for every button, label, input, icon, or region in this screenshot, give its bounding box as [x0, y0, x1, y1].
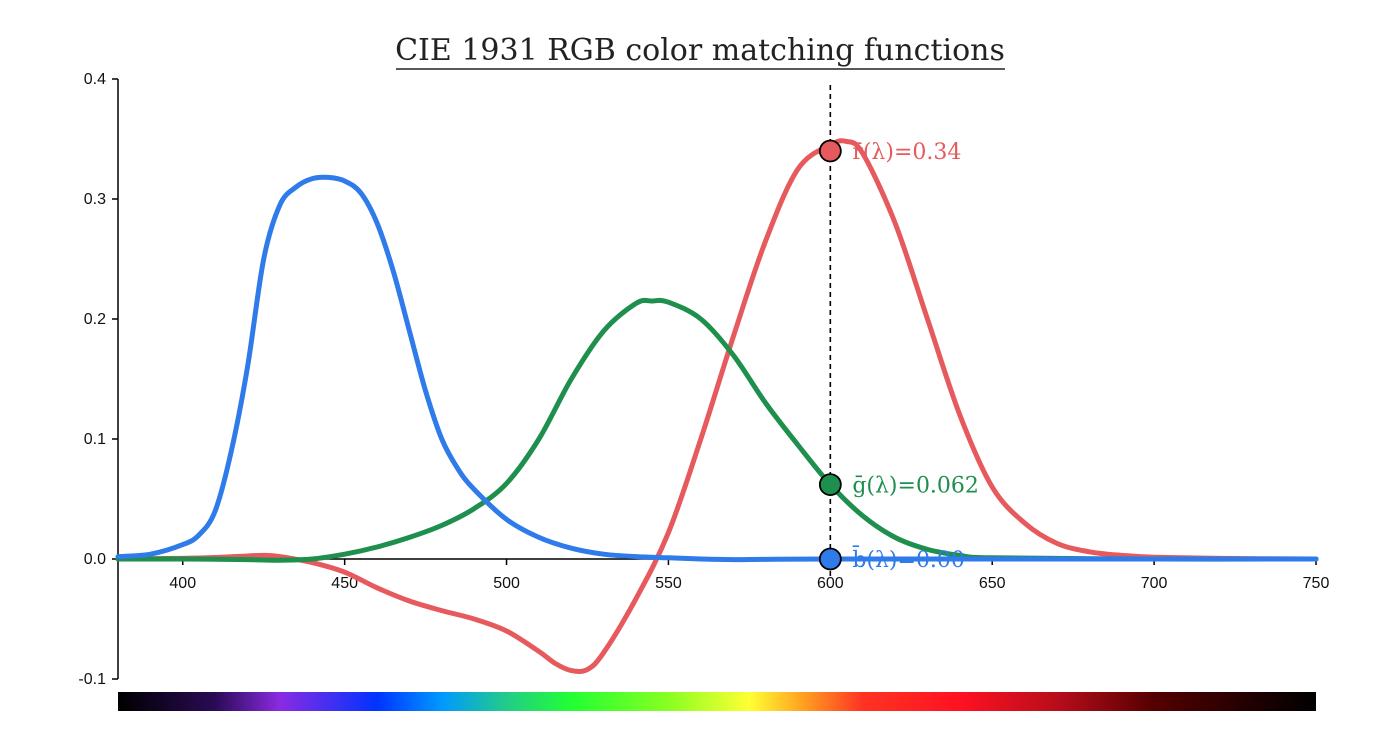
- y-tick-label: 0.4: [84, 71, 106, 88]
- cursor-marker-b[interactable]: [818, 547, 842, 571]
- y-tick-label: -0.1: [78, 671, 106, 688]
- x-tick-label: 450: [331, 575, 358, 592]
- x-tick-label: 600: [817, 575, 844, 592]
- cursor-marker-r[interactable]: [818, 139, 842, 163]
- x-tick-label: 550: [655, 575, 682, 592]
- series-line-r: [115, 138, 1319, 674]
- value-label-b: b̄(λ)=0.00: [852, 545, 965, 573]
- spectrum-bar: [118, 692, 1316, 711]
- value-label-g: ḡ(λ)=0.062: [852, 474, 979, 499]
- y-tick-label: 0.0: [84, 551, 106, 568]
- series-layer: [115, 138, 1319, 674]
- x-tick-label: 500: [493, 575, 520, 592]
- x-tick-label: 650: [979, 575, 1006, 592]
- series-line-b: [115, 174, 1319, 563]
- x-tick-label: 750: [1303, 575, 1330, 592]
- y-tick-label: 0.3: [84, 191, 106, 208]
- value-label-r: r̄(λ)=0.34: [852, 140, 961, 165]
- y-axis: -0.1 0.0 0.1 0.2 0.3 0.4: [78, 71, 119, 688]
- y-tick-label: 0.1: [84, 431, 106, 448]
- x-tick-label: 700: [1141, 575, 1168, 592]
- chart-title: CIE 1931 RGB color matching functions: [395, 33, 1005, 68]
- cursor-layer[interactable]: r̄(λ)=0.34 ḡ(λ)=0.062 b̄(λ)=0.00: [818, 85, 979, 579]
- cursor-marker-g[interactable]: [818, 473, 842, 497]
- series-line-g: [115, 297, 1319, 563]
- x-axis: 400 450 500 550 600 650 700 750: [118, 558, 1330, 592]
- x-tick-label: 400: [169, 575, 196, 592]
- y-tick-label: 0.2: [84, 311, 106, 328]
